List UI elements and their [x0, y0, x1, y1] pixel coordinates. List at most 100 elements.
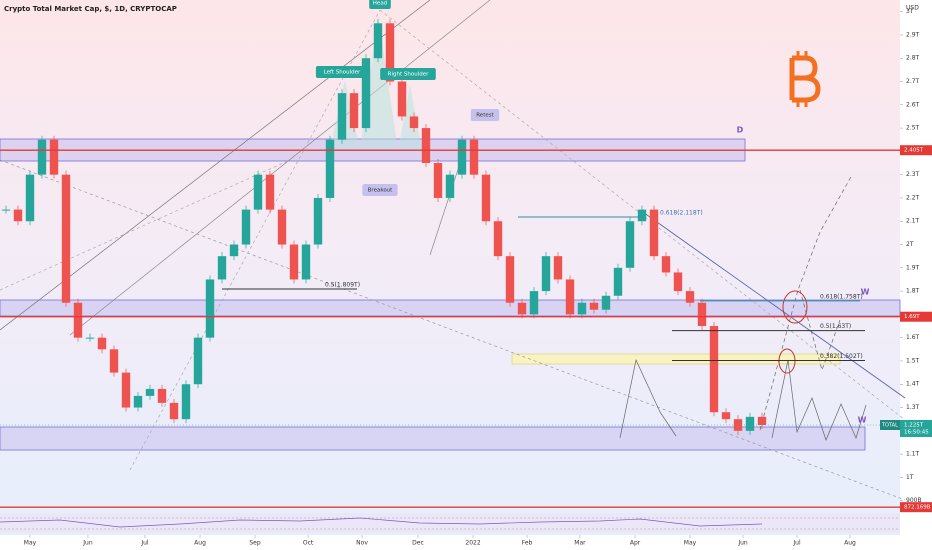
candle-body — [697, 302, 707, 327]
x-tick-label: Aug — [194, 540, 206, 547]
axis-unit: USD — [906, 5, 919, 12]
trend-lines — [0, 0, 906, 501]
annotation-bubble — [369, 0, 391, 9]
symbol-tag — [880, 420, 900, 430]
candle-body — [745, 416, 755, 431]
x-tick-label: Mar — [574, 540, 586, 547]
candle-body — [181, 384, 191, 420]
y-tick-label: 3T — [906, 8, 914, 15]
plot-background — [0, 0, 900, 535]
fib-label: 0.618(1.758T) — [820, 293, 863, 300]
last-price-label: 1.225T — [904, 423, 924, 429]
y-tick-label: 1.8T — [906, 288, 920, 295]
y-tick-label: 900B — [906, 497, 922, 504]
candle-body — [229, 244, 239, 257]
y-tick-label: 1.6T — [906, 334, 920, 341]
rsi-pane — [0, 513, 900, 533]
candle-body — [97, 337, 107, 350]
candle-body — [505, 256, 515, 303]
candle-body — [661, 256, 671, 273]
candle-body — [373, 23, 383, 59]
annotation-label: Head — [373, 1, 387, 7]
bitcoin-logo — [789, 51, 821, 107]
y-tick-label: 1T — [906, 474, 914, 481]
candle-body — [361, 58, 371, 129]
candle-body — [133, 395, 143, 408]
annotation-label: Right Shoulder — [388, 72, 429, 78]
candle-body — [541, 256, 551, 292]
rsi-line — [0, 517, 763, 528]
y-tick-label: 2.1T — [906, 218, 920, 225]
candle-body — [481, 174, 491, 222]
candle-body — [121, 372, 131, 408]
countdown: 16:50:45 — [904, 430, 929, 436]
candle-body — [277, 209, 287, 245]
candle-body — [205, 279, 215, 338]
y-tick-label: 2.2T — [906, 194, 920, 201]
fib-label: 0.5(1.63T) — [820, 323, 851, 330]
candle-body — [517, 302, 527, 315]
price-tag — [900, 420, 932, 437]
circle-highlight — [778, 348, 796, 374]
annotation-bubble — [362, 184, 398, 196]
annotation-label: Retest — [476, 113, 494, 119]
candle-body — [637, 209, 647, 222]
candle-body — [577, 302, 587, 315]
candle-body — [337, 93, 347, 140]
x-tick-label: Aug — [844, 540, 856, 547]
y-tick-label: 2.7T — [906, 78, 920, 85]
candle-body — [217, 256, 227, 280]
fib-label: 0.618(2.118T) — [660, 210, 703, 217]
x-tick-label: Jun — [737, 540, 748, 547]
candle-body — [469, 139, 479, 175]
level-label: 872.169B — [904, 505, 931, 511]
x-tick-label: Feb — [522, 540, 533, 547]
candle-body — [493, 221, 503, 257]
candle-body — [289, 244, 299, 280]
level-label: 1.69T — [904, 314, 920, 320]
x-tick-label: 2022 — [465, 540, 480, 547]
candle-body — [565, 279, 575, 315]
x-tick-label: May — [24, 540, 37, 547]
candle-body — [73, 302, 83, 338]
fib-label: 0.382(1.502T) — [820, 353, 863, 360]
y-tick-label: 1.3T — [906, 404, 920, 411]
candle-body — [421, 128, 431, 164]
y-tick-label: 1.5T — [906, 357, 920, 364]
circle-highlight — [782, 290, 808, 324]
candle-body — [13, 209, 23, 222]
candle-body — [673, 272, 683, 292]
level-tag — [900, 311, 932, 322]
candle-body — [241, 209, 251, 245]
x-tick-label: Jun — [82, 540, 93, 547]
level-label: 2.405T — [904, 148, 924, 154]
symbol-label: TOTAL — [881, 423, 898, 429]
candle-body — [301, 244, 311, 280]
candle-body — [37, 139, 47, 175]
y-tick-label: 2.5T — [906, 125, 920, 132]
level-tag — [900, 145, 932, 156]
x-tick-label: May — [684, 540, 697, 547]
candle-body — [85, 337, 95, 339]
candle-body — [625, 221, 635, 268]
candle-body — [613, 267, 623, 296]
x-tick-label: Nov — [356, 540, 368, 547]
candle-body — [553, 256, 563, 280]
x-tick-label: Oct — [303, 540, 314, 547]
annotation-bubble — [470, 109, 500, 121]
candle-body — [385, 23, 395, 82]
annotation-label: D — [737, 126, 744, 135]
y-tick-label: 2.9T — [906, 31, 920, 38]
annotation-label: W — [861, 288, 870, 297]
annotation-label: Left Shoulder — [324, 70, 361, 76]
candle-body — [445, 174, 455, 198]
y-tick-label: 2.6T — [906, 101, 920, 108]
time-axis — [0, 535, 900, 550]
candle-body — [145, 388, 155, 396]
candle-body — [1, 209, 11, 211]
annotation-bubble — [315, 66, 369, 78]
level-tag — [900, 502, 932, 513]
y-tick-label: 2T — [906, 241, 914, 248]
x-tick-label: Dec — [412, 540, 424, 547]
